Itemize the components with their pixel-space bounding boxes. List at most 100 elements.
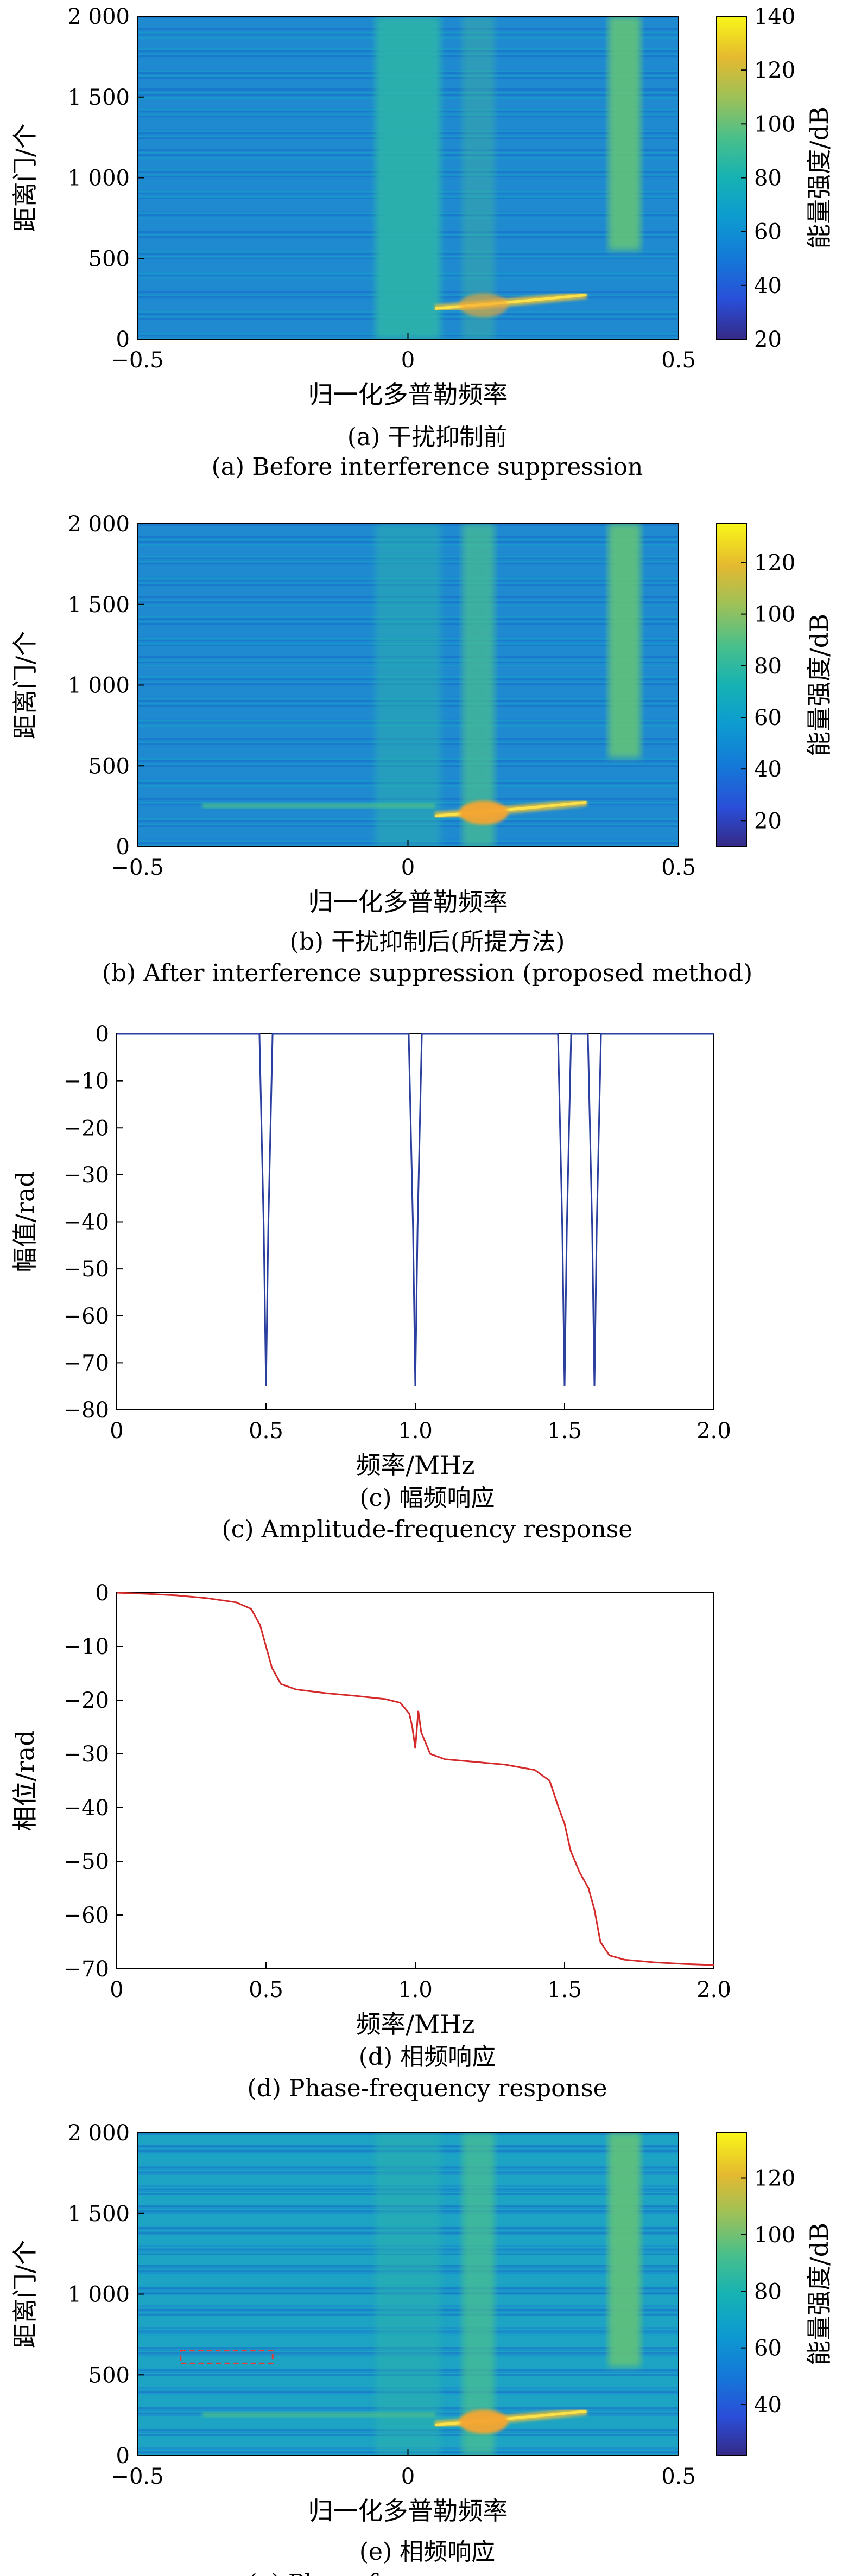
- y-axis-label: 距离门/个: [10, 2240, 40, 2349]
- interference-band: [608, 16, 641, 251]
- x-tick-label: 2.0: [696, 1977, 731, 2002]
- colorbar: [716, 2132, 747, 2456]
- heatmap-image: [137, 524, 679, 847]
- x-tick-label: 0.5: [661, 348, 696, 373]
- y-tick-label: −50: [64, 1257, 109, 1282]
- x-tick-label: −0.5: [111, 2464, 163, 2489]
- y-tick-label: −10: [64, 1634, 109, 1659]
- x-tick-label: 1.0: [398, 1977, 433, 2002]
- heatmap-image: [137, 2133, 679, 2456]
- x-axis-label: 归一化多普勒频率: [308, 2496, 508, 2526]
- y-tick-label: −20: [64, 1688, 109, 1713]
- y-tick-label: 500: [88, 2363, 130, 2388]
- x-tick-label: 1.5: [547, 1419, 582, 1443]
- x-tick-label: 1.0: [398, 1419, 433, 1443]
- y-tick-label: 0: [96, 1022, 109, 1047]
- colorbar-tick-label: 60: [754, 220, 782, 245]
- colorbar-tick-label: 120: [754, 58, 795, 83]
- interference-band: [608, 524, 641, 758]
- y-tick-label: −40: [64, 1210, 109, 1235]
- colorbar-tick-label: 60: [754, 705, 782, 730]
- y-tick-label: 2 000: [67, 2121, 130, 2146]
- y-axis-label: 距离门/个: [10, 124, 40, 232]
- y-tick-label: 1 000: [67, 673, 130, 698]
- colorbar-label: 能量强度/dB: [805, 106, 834, 249]
- y-axis-label: 距离门/个: [10, 631, 40, 740]
- y-tick-label: 2 000: [67, 4, 130, 29]
- heatmap-image: [137, 16, 679, 339]
- x-tick-label: 0: [110, 1977, 123, 2002]
- colorbar-tick-label: 100: [754, 112, 795, 137]
- x-tick-label: 0.5: [661, 2464, 696, 2489]
- interference-band: [608, 2133, 641, 2367]
- series-line: [116, 1592, 714, 1966]
- target-trajectory-core: [435, 2409, 587, 2426]
- caption-chinese: (d) 相频响应: [359, 2043, 496, 2071]
- x-axis-label: 频率/MHz: [356, 2009, 475, 2039]
- highlight-box: [180, 2350, 274, 2364]
- colorbar-tick-label: 40: [754, 757, 782, 782]
- y-tick-label: 1 000: [67, 166, 130, 191]
- y-tick-label: −30: [64, 1163, 109, 1188]
- colorbar-tick-label: 80: [754, 654, 782, 679]
- line-panel-c: 0 0.5 1.0 1.5 2.0 0 −10 −20 −30 −40 −50 −60 −70 −80 频率…: [10, 1022, 731, 1543]
- target-tail: [202, 803, 435, 809]
- caption-english: (c) Amplitude-frequency response: [222, 1516, 633, 1543]
- target-band: [462, 2133, 495, 2456]
- target-peak: [459, 2409, 509, 2434]
- caption-chinese: (e) 相频响应: [359, 2538, 495, 2566]
- y-tick-label: −80: [64, 1398, 109, 1423]
- colorbar-tick-label: 120: [754, 550, 795, 575]
- colorbar-tick-label: 40: [754, 273, 782, 298]
- caption-chinese: (c) 幅频响应: [360, 1484, 495, 1512]
- x-tick-label: 0: [401, 855, 415, 880]
- x-tick-label: −0.5: [111, 348, 163, 373]
- target-peak: [459, 800, 509, 825]
- x-tick-label: 0.5: [249, 1419, 283, 1443]
- y-tick-label: −70: [64, 1351, 109, 1376]
- target-trajectory-core: [435, 293, 587, 310]
- caption-english: (e) Phase-frequency response: [248, 2569, 606, 2576]
- x-tick-label: 0: [110, 1419, 123, 1443]
- target-peak: [459, 293, 509, 317]
- x-axis-label: 归一化多普勒频率: [308, 887, 508, 917]
- x-tick-label: 0.5: [249, 1977, 283, 2002]
- y-tick-label: −60: [64, 1903, 109, 1928]
- clutter-band: [375, 16, 441, 339]
- line-panel-d: 0 0.5 1.0 1.5 2.0 0 −10 −20 −30 −40 −50 −60 −70 频率/MH…: [10, 1581, 731, 2102]
- colorbar-tick-label: 100: [754, 2223, 795, 2248]
- y-tick-label: 0: [116, 835, 130, 860]
- target-trajectory-core: [435, 800, 587, 817]
- colorbar-tick-label: 120: [754, 2166, 795, 2191]
- colorbar: [716, 523, 747, 847]
- colorbar-tick-label: 140: [754, 4, 795, 29]
- y-tick-label: −40: [64, 1796, 109, 1821]
- y-tick-label: 1 000: [67, 2282, 130, 2307]
- y-tick-label: 1 500: [67, 85, 130, 110]
- y-tick-label: 0: [96, 1581, 109, 1606]
- x-tick-label: 1.5: [547, 1977, 582, 2002]
- colorbar-tick-label: 100: [754, 602, 795, 627]
- colorbar-tick-label: 80: [754, 2279, 782, 2304]
- plot-frame: [116, 1592, 714, 1969]
- colorbar-tick-label: 40: [754, 2393, 782, 2418]
- x-tick-label: 2.0: [696, 1419, 731, 1443]
- y-axis-label: 相位/rad: [10, 1730, 40, 1831]
- target-band: [462, 16, 495, 339]
- clutter-band: [375, 524, 441, 847]
- x-tick-label: 0: [401, 348, 415, 373]
- y-tick-label: 2 000: [67, 512, 130, 537]
- y-tick-label: −60: [64, 1304, 109, 1329]
- caption-english: (b) After interference suppression (prop…: [102, 959, 752, 987]
- colorbar-tick-label: 20: [754, 327, 782, 352]
- clutter-band: [375, 2133, 441, 2456]
- caption-chinese: (a) 干扰抑制前: [347, 423, 508, 451]
- y-tick-label: −20: [64, 1116, 109, 1141]
- series-line: [117, 1033, 714, 1386]
- caption-english: (a) Before interference suppression: [212, 453, 643, 481]
